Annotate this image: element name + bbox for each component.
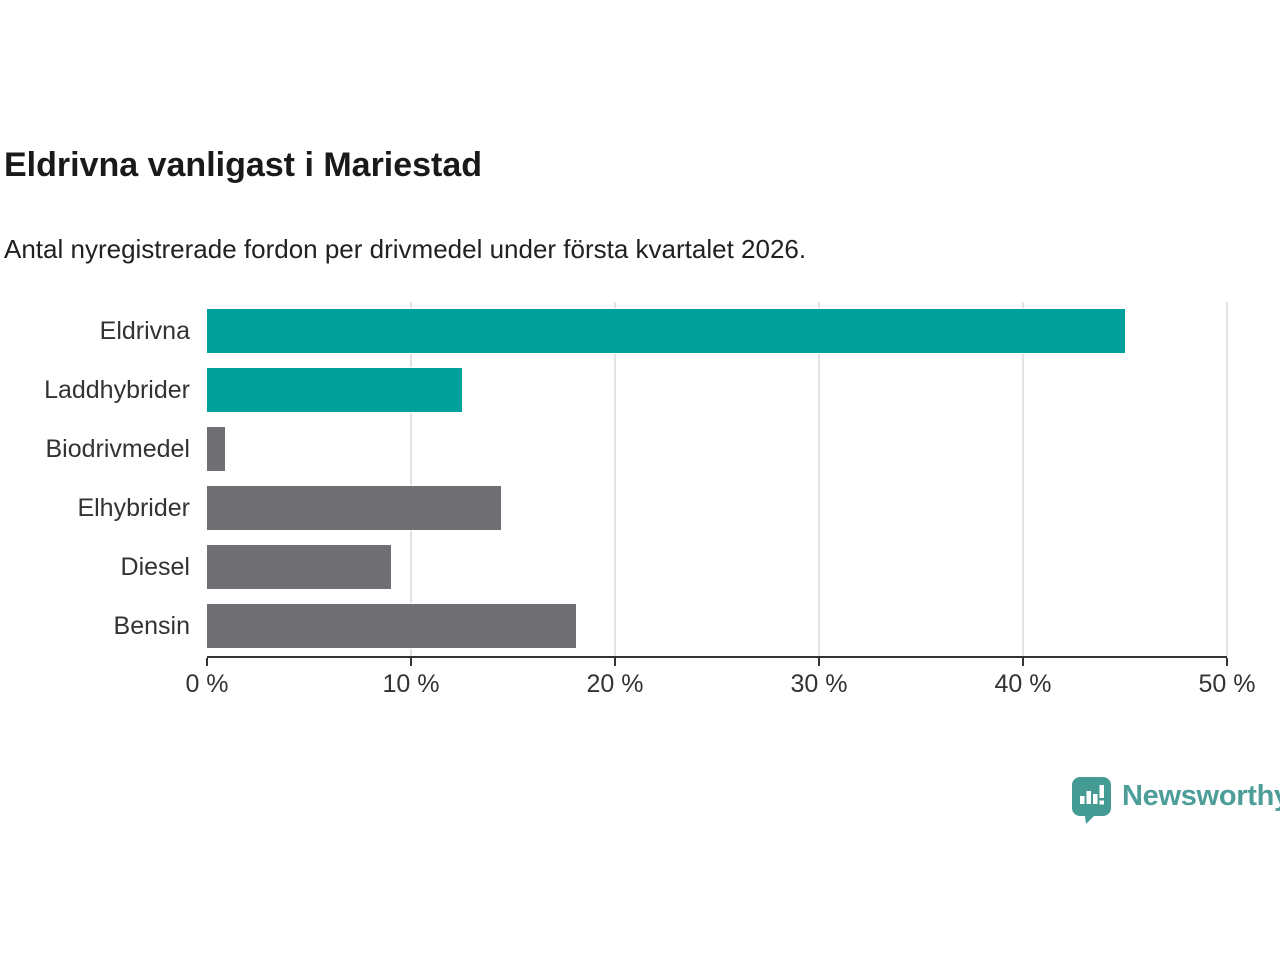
bar-diesel <box>207 545 391 589</box>
bar-row-biodrivmedel: Biodrivmedel <box>45 420 1227 479</box>
bar-chart-plot-area: 0 % 10 % 20 % 30 % 40 % 50 % Eldrivna Laddhybri… <box>44 302 1255 698</box>
x-axis-tick-label-40: 40 % <box>994 670 1052 698</box>
gridline-10 <box>410 302 412 656</box>
gridline-50 <box>1226 302 1228 656</box>
x-axis-tick-label-30: 30 % <box>790 670 848 698</box>
bar-row-bensin: Bensin <box>114 597 1227 656</box>
bar-row-laddhybrider: Laddhybrider <box>44 361 1227 420</box>
gridline-20 <box>614 302 616 656</box>
bar-elhybrider <box>207 486 501 530</box>
x-axis-tick-0 <box>206 658 208 666</box>
x-axis-tick-20 <box>614 658 616 666</box>
gridline-30 <box>818 302 820 656</box>
x-axis-tick-label-0: 0 % <box>185 670 229 698</box>
bar-eldrivna <box>207 309 1125 353</box>
chart-subtitle: Antal nyregistrerade fordon per drivmede… <box>4 234 807 264</box>
x-axis-tick-40 <box>1022 658 1024 666</box>
newsworthy-logo: Newsworthy <box>1072 777 1280 829</box>
bar-row-eldrivna: Eldrivna <box>100 302 1227 361</box>
category-label-elhybrider: Elhybrider <box>77 494 190 522</box>
category-label-eldrivna: Eldrivna <box>99 317 190 345</box>
x-axis-tick-label-10: 10 % <box>382 670 440 698</box>
chart-title: Eldrivna vanligast i Mariestad <box>4 146 483 184</box>
x-axis-tick-30 <box>818 658 820 666</box>
x-axis-tick-10 <box>410 658 412 666</box>
bar-biodrivmedel <box>207 427 226 471</box>
x-axis-tick-50 <box>1226 658 1228 666</box>
gridline-40 <box>1022 302 1024 656</box>
x-axis-tick-label-20: 20 % <box>586 670 644 698</box>
category-label-bensin: Bensin <box>113 612 190 640</box>
newsworthy-logo-text: Newsworthy <box>1122 780 1280 812</box>
category-label-diesel: Diesel <box>120 553 190 581</box>
category-label-biodrivmedel: Biodrivmedel <box>45 435 190 463</box>
bar-row-diesel: Diesel <box>121 538 1227 597</box>
category-label-laddhybrider: Laddhybrider <box>44 376 190 404</box>
bar-row-elhybrider: Elhybrider <box>77 479 1227 538</box>
x-axis-tick-label-50: 50 % <box>1198 670 1256 698</box>
newsworthy-bar-chart-speech-bubble-icon <box>1072 777 1111 829</box>
bar-bensin <box>207 604 577 648</box>
bar-laddhybrider <box>207 368 462 412</box>
